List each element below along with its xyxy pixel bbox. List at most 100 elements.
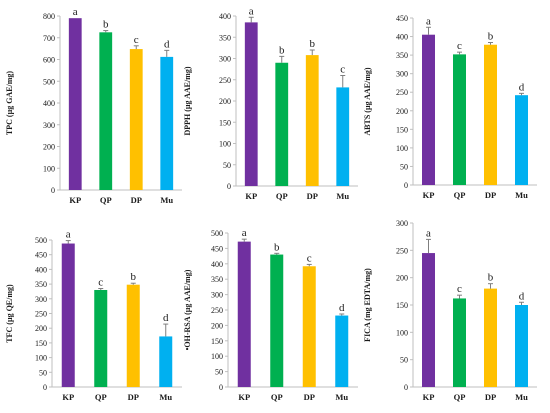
significance-letter: a — [426, 15, 431, 27]
bar-mu — [159, 336, 173, 387]
x-tick-label: Mu — [160, 195, 173, 205]
y-tick-label: 200 — [43, 143, 55, 152]
y-tick-label: 0 — [227, 182, 231, 191]
x-tick-label: KP — [238, 392, 250, 402]
significance-letter: d — [163, 312, 169, 324]
y-axis-label: DPPH (µg AAE/mg) — [183, 66, 192, 135]
y-tick-label: 0 — [404, 181, 408, 190]
y-tick-label: 800 — [43, 12, 55, 21]
y-tick-label: 250 — [211, 306, 223, 315]
y-tick-label: 200 — [396, 107, 408, 116]
significance-letter: a — [242, 227, 247, 239]
bar-kp — [61, 243, 75, 387]
x-tick-label: DP — [485, 392, 496, 402]
significance-letter: c — [98, 277, 103, 289]
y-tick-label: 350 — [396, 51, 408, 60]
bar-mu — [336, 87, 350, 186]
bar-qp — [94, 289, 108, 387]
significance-letter: c — [457, 40, 462, 52]
y-tick-label: 400 — [396, 33, 408, 42]
y-tick-label: 50 — [400, 162, 408, 171]
y-tick-label: 250 — [396, 246, 408, 255]
significance-letter: d — [339, 302, 345, 314]
y-axis-label: FICA (mg EDTA/mg) — [363, 268, 372, 342]
y-tick-label: 100 — [211, 352, 223, 361]
y-tick-label: 450 — [396, 14, 408, 23]
y-tick-label: 50 — [223, 161, 231, 170]
y-tick-label: 350 — [211, 275, 223, 284]
y-tick-label: 500 — [35, 236, 47, 245]
bar-qp — [453, 298, 466, 387]
y-tick-label: 450 — [211, 244, 223, 253]
y-tick-label: 0 — [404, 383, 408, 392]
x-tick-label: KP — [423, 190, 435, 200]
y-tick-label: 200 — [211, 321, 223, 330]
y-tick-label: 350 — [219, 33, 231, 42]
x-tick-label: DP — [485, 190, 496, 200]
bar-kp — [422, 253, 435, 387]
significance-letter: b — [310, 38, 316, 50]
significance-letter: b — [131, 271, 137, 283]
y-tick-label: 100 — [396, 144, 408, 153]
x-tick-label: Mu — [335, 392, 348, 402]
y-tick-label: 700 — [43, 34, 55, 43]
significance-letter: b — [274, 241, 280, 253]
significance-letter: a — [73, 6, 78, 18]
y-tick-label: 50 — [39, 368, 47, 377]
y-tick-label: 50 — [400, 356, 408, 365]
y-tick-label: 150 — [396, 301, 408, 310]
bar-mu — [160, 56, 174, 190]
bar-dp — [484, 288, 497, 387]
y-tick-label: 100 — [219, 140, 231, 149]
y-axis-label: TPC (µg GAE/mg) — [5, 71, 14, 135]
y-tick-label: 300 — [396, 219, 408, 228]
bar-dp — [484, 44, 497, 185]
significance-letter: b — [488, 30, 494, 42]
y-tick-label: 250 — [219, 76, 231, 85]
y-tick-label: 300 — [211, 291, 223, 300]
x-tick-label: DP — [131, 195, 142, 205]
y-tick-label: 250 — [396, 88, 408, 97]
x-tick-label: DP — [307, 191, 318, 201]
x-tick-label: Mu — [515, 190, 528, 200]
x-tick-label: QP — [95, 392, 107, 402]
y-tick-label: 300 — [219, 55, 231, 64]
x-tick-label: KP — [423, 392, 435, 402]
bar-mu — [515, 305, 528, 387]
x-tick-label: QP — [454, 392, 466, 402]
bar-dp — [126, 284, 140, 387]
y-tick-label: 300 — [396, 70, 408, 79]
chart-tfc: 0 50 100 150 200 250 300 350 400 450 500 TFC (µg QE… — [5, 229, 182, 402]
significance-letter: d — [519, 81, 525, 93]
significance-letter: c — [307, 252, 312, 264]
x-tick-label: Mu — [336, 191, 349, 201]
x-tick-label: KP — [69, 195, 81, 205]
chart-tpc: 0 100 200 300 400 500 600 700 800 TPC (µg GAE/mg)… — [5, 6, 182, 205]
y-tick-label: 400 — [35, 265, 47, 274]
x-tick-label: Mu — [515, 392, 528, 402]
significance-letter: a — [66, 229, 71, 241]
y-tick-label: 600 — [43, 56, 55, 65]
significance-letter: a — [249, 5, 254, 17]
y-axis-label: TFC (µg QE/mg) — [5, 284, 14, 343]
y-tick-label: 350 — [35, 280, 47, 289]
y-tick-label: 150 — [219, 118, 231, 127]
significance-letter: b — [488, 272, 494, 284]
y-tick-label: 150 — [211, 337, 223, 346]
y-tick-label: 100 — [35, 354, 47, 363]
y-axis-label: •OH-RSA (µg AAE/mg) — [183, 269, 192, 350]
x-tick-label: QP — [276, 191, 288, 201]
bar-dp — [305, 55, 319, 186]
bar-kp — [422, 34, 435, 186]
significance-letter: c — [340, 64, 345, 76]
chart-dpph: 0 50 100 150 200 250 300 350 400 DPPH (µg AAE/mg)… — [183, 5, 358, 201]
chart-abts: 0 50 100 150 200 250 300 350 400 450 ABTS (µg AAE/… — [363, 14, 537, 200]
x-tick-label: Mu — [159, 392, 172, 402]
significance-letter: a — [426, 227, 431, 239]
y-tick-label: 400 — [211, 260, 223, 269]
y-tick-label: 50 — [215, 368, 223, 377]
bar-mu — [335, 315, 349, 387]
y-tick-label: 200 — [396, 274, 408, 283]
y-tick-label: 150 — [35, 339, 47, 348]
